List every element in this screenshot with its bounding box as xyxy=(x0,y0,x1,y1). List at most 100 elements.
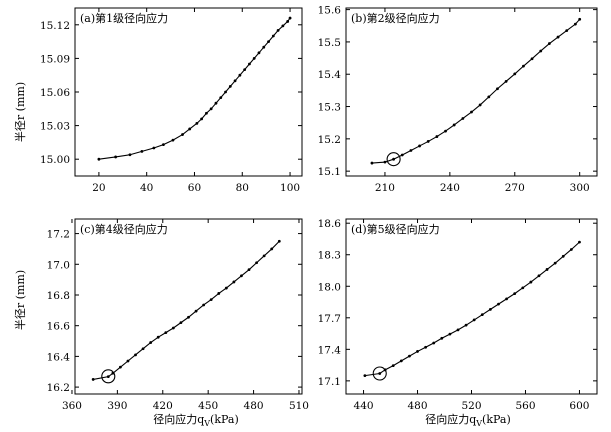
data-point xyxy=(119,365,122,369)
data-point xyxy=(561,254,565,258)
data-point xyxy=(464,323,468,327)
data-point xyxy=(565,29,569,33)
data-point xyxy=(378,372,382,375)
data-point xyxy=(418,144,421,148)
data-point xyxy=(556,35,560,39)
data-point xyxy=(392,157,396,161)
data-point xyxy=(432,341,436,345)
data-point xyxy=(214,101,218,105)
data-point xyxy=(391,364,395,368)
y-tick-label: 16.8 xyxy=(47,290,70,302)
y-tick-label: 17.4 xyxy=(318,344,342,356)
data-point xyxy=(126,359,130,363)
data-point xyxy=(522,64,525,68)
data-point xyxy=(288,16,292,20)
chart-panel-4: 440 480 520 560 600 17.1 17.4 17.7 18.0 18.3 18.6 (… xyxy=(318,218,598,412)
data-point xyxy=(267,40,270,43)
y-tick-label: 16.6 xyxy=(47,321,71,333)
data-point xyxy=(181,133,184,136)
data-point xyxy=(277,239,281,243)
panel-title: (a)第1级径向应力 xyxy=(80,11,168,25)
data-point xyxy=(247,268,251,272)
x-tick-label: 100 xyxy=(280,182,300,194)
y-tick-label: 15.5 xyxy=(318,37,341,49)
data-point xyxy=(545,268,549,271)
data-point xyxy=(478,103,482,107)
data-point xyxy=(539,49,543,53)
data-point xyxy=(209,107,213,111)
data-point xyxy=(271,34,275,38)
data-point xyxy=(363,374,367,378)
data-point xyxy=(578,240,581,244)
data-point xyxy=(248,62,251,66)
data-point xyxy=(217,292,221,295)
y-tick-label: 15.09 xyxy=(40,53,70,65)
x-tick-label: 270 xyxy=(505,182,525,194)
x-tick-label: 560 xyxy=(515,400,535,412)
panel-title: (d)第5级径向应力 xyxy=(351,222,440,236)
data-point xyxy=(505,297,508,301)
data-point xyxy=(140,149,144,153)
data-point xyxy=(224,90,227,94)
x-tick-label: 420 xyxy=(153,400,173,412)
highlight-circle xyxy=(386,152,401,167)
data-point xyxy=(461,117,465,120)
data-point xyxy=(530,57,534,61)
data-point xyxy=(257,51,261,55)
chart-panel-3: 360 390 420 450 480 510 16.2 16.4 16.6 16.8 17.0 17… xyxy=(47,218,309,412)
data-point xyxy=(488,307,492,311)
data-point xyxy=(529,280,533,284)
data-point xyxy=(569,248,573,251)
data-point xyxy=(171,326,175,330)
data-point xyxy=(286,20,290,23)
data-point xyxy=(134,353,137,357)
data-point xyxy=(440,336,444,340)
y-tick-label: 15.3 xyxy=(318,102,341,114)
data-point xyxy=(456,328,460,332)
x-tick-label: 450 xyxy=(198,400,218,412)
series-line xyxy=(93,240,280,380)
data-point xyxy=(243,68,247,71)
data-point xyxy=(149,341,153,344)
y-tick-label: 15.00 xyxy=(40,154,70,166)
data-point xyxy=(383,160,387,164)
data-point xyxy=(281,24,285,28)
plot-frame xyxy=(345,7,598,177)
data-point xyxy=(400,153,404,157)
data-point xyxy=(270,247,274,251)
x-axis-label-right: 径向应力qV(kPa) xyxy=(425,412,511,428)
data-point xyxy=(448,332,452,336)
y-tick-label: 15.4 xyxy=(318,69,342,81)
data-point xyxy=(255,261,258,265)
panel-title: (b)第2级径向应力 xyxy=(351,11,440,25)
series-line xyxy=(98,17,291,160)
data-point xyxy=(114,155,118,159)
data-point xyxy=(162,143,165,147)
data-point xyxy=(426,140,430,143)
x-axis-label-subscript: V xyxy=(475,419,482,428)
data-point xyxy=(156,335,160,339)
data-point xyxy=(232,280,236,284)
data-point xyxy=(97,157,101,161)
data-point xyxy=(194,309,198,313)
data-point xyxy=(219,96,223,99)
data-point xyxy=(416,350,419,353)
data-point xyxy=(188,127,192,131)
data-point xyxy=(240,274,243,278)
data-point xyxy=(233,79,237,83)
x-tick-label: 510 xyxy=(289,400,309,412)
y-tick-label: 17.0 xyxy=(47,259,70,271)
data-point xyxy=(262,254,266,258)
series-line xyxy=(364,241,580,377)
x-tick-label: 520 xyxy=(461,400,481,412)
panels: 20 40 60 80 100 15.00 15.03 15.06 15.09 15.12 (a)第… xyxy=(40,5,598,412)
x-tick-label: 210 xyxy=(375,182,395,194)
data-point xyxy=(452,123,456,127)
data-point xyxy=(205,111,208,115)
data-point xyxy=(578,17,582,21)
plot-frame xyxy=(74,218,303,395)
x-tick-label: 40 xyxy=(140,182,153,194)
y-tick-label: 18.3 xyxy=(318,250,341,262)
highlight-circle xyxy=(101,369,116,384)
y-tick-label: 17.7 xyxy=(318,313,341,325)
